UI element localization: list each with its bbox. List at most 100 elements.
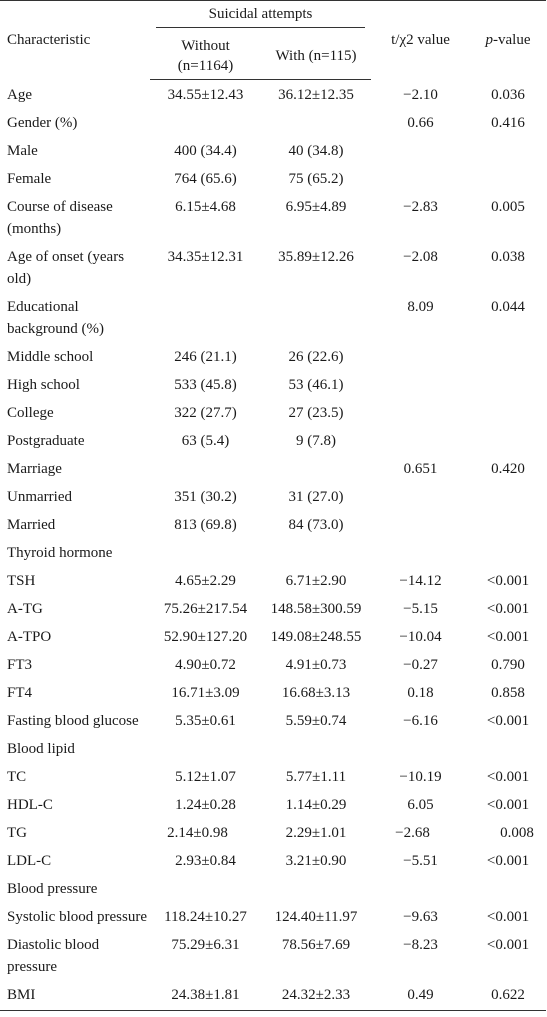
cell-with [261, 539, 371, 567]
cell-p-value [470, 483, 546, 511]
cell-p-value [470, 137, 546, 165]
cell-without [150, 735, 261, 763]
cell-p-value [470, 539, 546, 567]
cell-without [150, 293, 261, 343]
cell-stat [371, 875, 470, 903]
cell-p-value: 0.420 [491, 461, 525, 477]
cell-stat [371, 483, 470, 511]
cell-without: 118.24±10.27 [164, 909, 247, 925]
cell-without: 2.93±0.84 [175, 853, 236, 869]
cell-without [150, 455, 261, 483]
table-row: BMI 24.38±1.81 24.32±2.33 0.49 0.622 [0, 981, 547, 1011]
cell-characteristic: Age [7, 86, 32, 103]
cell-p-value [470, 875, 546, 903]
cell-stat: −9.63 [403, 909, 438, 925]
table-row: FT4 16.71±3.09 16.68±3.13 0.18 0.858 [0, 679, 546, 707]
table-row: High school 533 (45.8) 53 (46.1) [0, 371, 546, 399]
cell-without [150, 539, 261, 567]
cell-stat: 0.49 [371, 981, 471, 1011]
cell-with: 6.95±4.89 [285, 199, 347, 215]
cell-without: 6.15±4.68 [175, 199, 236, 215]
cell-characteristic: Married [7, 517, 56, 533]
cell-with: 1.14±0.29 [285, 797, 347, 813]
cell-stat [371, 137, 470, 165]
cell-characteristic: High school [7, 377, 80, 393]
cell-with: 53 (46.1) [288, 377, 344, 393]
table-row: Gender (%) 0.66 0.416 [0, 109, 546, 137]
cell-without: 5.12±1.07 [175, 769, 236, 785]
cell-characteristic: FT3 [7, 657, 33, 673]
cell-characteristic: Middle school [7, 349, 94, 365]
cell-without: 4.65±2.29 [175, 573, 236, 589]
cell-without: 5.35±0.61 [175, 713, 236, 729]
cell-characteristic: Course of disease (months) [7, 199, 113, 237]
table-row: LDL-C 2.93±0.84 3.21±0.90 −5.51 <0.001 [0, 847, 546, 875]
table-row: Unmarried 351 (30.2) 31 (27.0) [0, 483, 546, 511]
cell-stat: −2.83 [403, 199, 438, 215]
cell-characteristic: Educational background (%) [7, 299, 105, 337]
cell-characteristic: Diastolic blood pressure [7, 937, 100, 975]
cell-stat: −2.68 [395, 825, 430, 841]
cell-stat: 0.66 [407, 115, 434, 131]
cell-p-value: <0.001 [486, 797, 530, 813]
cell-p-value: 0.622 [470, 981, 547, 1011]
cell-p-value: <0.001 [486, 629, 530, 645]
cell-without: 1.24±0.28 [175, 797, 236, 813]
cell-p-value [470, 343, 546, 371]
cell-without: 52.90±127.20 [163, 629, 248, 645]
cell-with: 148.58±300.59 [270, 601, 362, 617]
header-group-label: Suicidal attempts [156, 6, 366, 28]
cell-p-value: 0.008 [500, 825, 534, 841]
table-row: Postgraduate 63 (5.4) 9 (7.8) [0, 427, 546, 455]
cell-without [150, 875, 261, 903]
cell-p-value: 0.038 [491, 249, 525, 265]
cell-with: 35.89±12.26 [278, 249, 354, 265]
cell-stat: 0.18 [407, 685, 434, 701]
table-row: TSH 4.65±2.29 6.71±2.90 −14.12 <0.001 [0, 567, 546, 595]
table-row: Fasting blood glucose 5.35±0.61 5.59±0.74 −… [0, 707, 546, 735]
cell-stat [371, 427, 470, 455]
table-row: TG 2.14±0.98 2.29±1.01 −2.68 0.008 [0, 819, 546, 847]
cell-stat [371, 399, 470, 427]
cell-without: 533 (45.8) [174, 377, 237, 393]
cell-without: 322 (27.7) [174, 405, 237, 421]
table-row: Married 813 (69.8) 84 (73.0) [0, 511, 546, 539]
cell-p-value: 0.416 [491, 115, 525, 131]
cell-stat: 8.09 [407, 299, 434, 315]
table-row: Age 34.55±12.43 36.12±12.35 −2.10 0.036 [0, 80, 546, 110]
cell-with: 2.29±1.01 [285, 825, 347, 841]
table-row: A-TG 75.26±217.54 148.58±300.59 −5.15 <0.001 [0, 595, 546, 623]
cell-p-value [470, 371, 546, 399]
cell-with: 40 (34.8) [288, 143, 344, 159]
cell-p-value: 0.790 [491, 657, 525, 673]
cell-characteristic: Gender (%) [7, 115, 78, 131]
cell-characteristic: College [7, 405, 54, 421]
cell-stat: 6.05 [407, 797, 434, 813]
table-row: Blood lipid [0, 735, 546, 763]
cell-without: 34.55±12.43 [167, 87, 244, 103]
table-row: Female 764 (65.6) 75 (65.2) [0, 165, 546, 193]
cell-with: 5.59±0.74 [285, 713, 347, 729]
cell-with: 16.68±3.13 [281, 685, 351, 701]
cell-without: 75.29±6.31 [171, 937, 240, 953]
cell-with: 4.91±0.73 [285, 657, 347, 673]
cell-with: 24.32±2.33 [261, 981, 372, 1011]
header-without: Without (n=1164) [150, 33, 261, 80]
cell-characteristic: Unmarried [7, 489, 72, 505]
cell-p-value: <0.001 [486, 769, 530, 785]
header-characteristic: Characteristic [0, 0, 150, 80]
cell-stat: −8.23 [403, 937, 438, 953]
cell-with: 5.77±1.11 [285, 769, 347, 785]
cell-stat: −10.19 [399, 769, 442, 785]
cell-without: 764 (65.6) [174, 171, 237, 187]
cell-p-value [470, 165, 546, 193]
table-row: Systolic blood pressure 118.24±10.27 124.4… [0, 903, 546, 931]
cell-without: 4.90±0.72 [175, 657, 236, 673]
cell-with [261, 293, 371, 343]
cell-characteristic: FT4 [7, 685, 33, 701]
table-row: Blood pressure [0, 875, 546, 903]
cell-with [261, 875, 371, 903]
table-row: Course of disease (months) 6.15±4.68 6.95±… [0, 193, 546, 243]
cell-characteristic: Blood lipid [7, 741, 75, 757]
